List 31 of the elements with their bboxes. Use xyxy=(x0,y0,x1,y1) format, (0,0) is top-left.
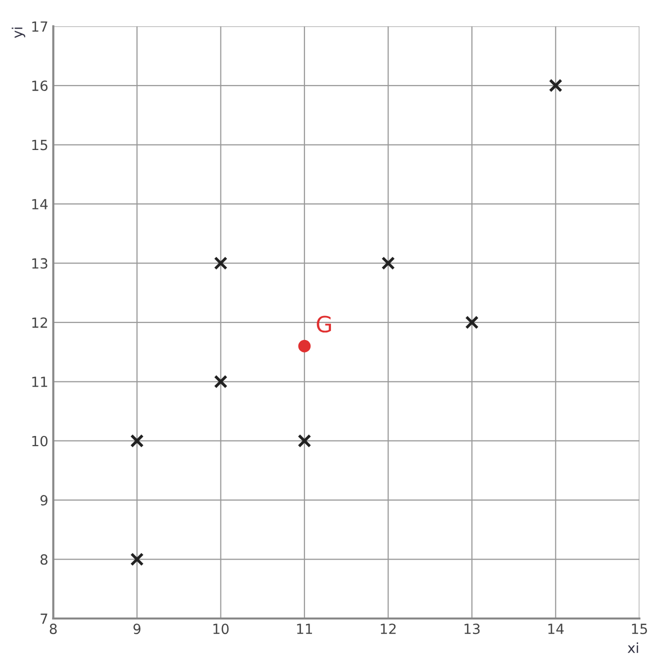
point xyxy=(548,78,562,92)
y-tick-label: 14 xyxy=(32,199,48,210)
x-tick-label: 8 xyxy=(50,624,57,634)
y-axis-title: yi xyxy=(12,28,26,38)
point xyxy=(465,316,479,330)
x-tick-label: 15 xyxy=(632,624,647,634)
y-tick-label: 12 xyxy=(32,317,48,328)
y-tick-label: 10 xyxy=(32,436,48,446)
x-tick-label: 14 xyxy=(548,624,564,634)
y-tick-label: 7 xyxy=(40,614,48,624)
point xyxy=(298,340,311,352)
x-tick-label: 11 xyxy=(297,624,312,634)
x-tick-label: 9 xyxy=(133,624,140,634)
point xyxy=(214,256,228,270)
y-tick-label: 11 xyxy=(32,376,48,387)
point xyxy=(130,552,144,566)
x-tick-label: 10 xyxy=(213,624,229,634)
y-tick-label: 13 xyxy=(32,258,48,269)
point xyxy=(381,256,395,270)
y-tick-label: 8 xyxy=(40,554,48,565)
x-tick-label: 13 xyxy=(464,624,480,634)
point xyxy=(214,374,228,388)
y-tick-label: 15 xyxy=(32,140,48,150)
point xyxy=(130,434,144,448)
x-tick-label: 12 xyxy=(380,624,396,634)
y-tick-label: 16 xyxy=(32,80,48,92)
x-axis-title: xi xyxy=(628,642,638,653)
y-tick-label: 17 xyxy=(32,21,48,32)
point xyxy=(298,434,312,448)
series-label: G xyxy=(316,316,331,333)
y-tick-label: 9 xyxy=(40,495,48,506)
